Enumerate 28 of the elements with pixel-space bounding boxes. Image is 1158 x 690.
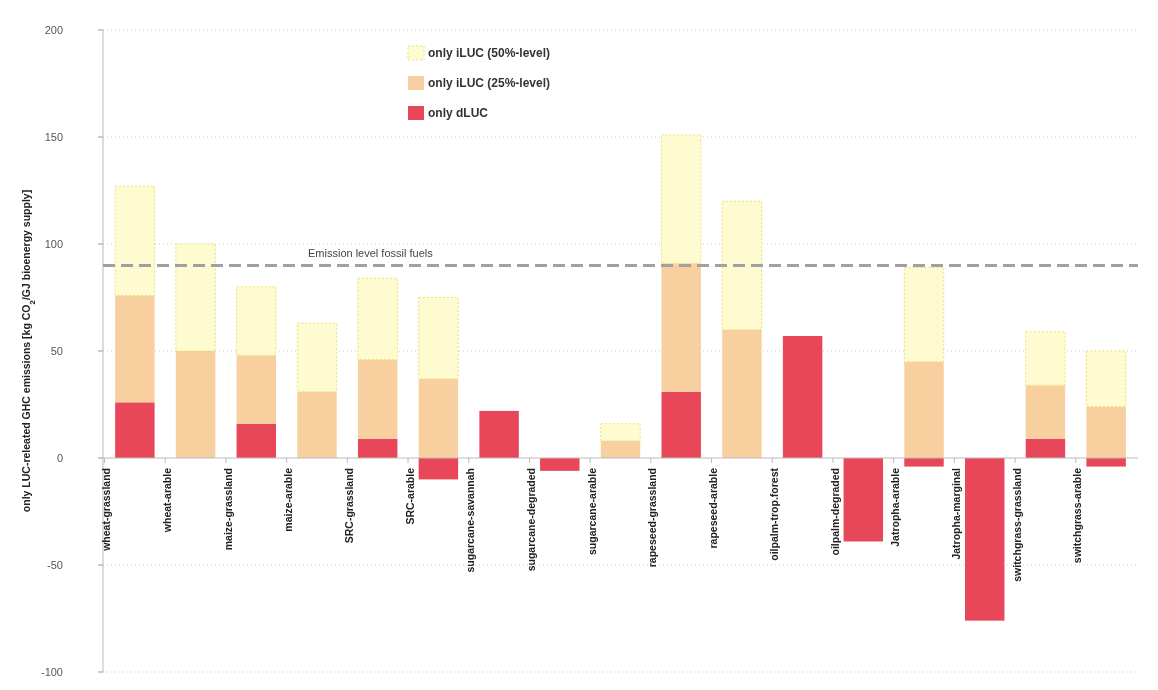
x-tick-label: sugarcane-arable xyxy=(585,467,598,555)
x-tick-label: wheat-grassland xyxy=(100,468,113,552)
y-tick-label: 200 xyxy=(44,23,63,36)
y-tick-label: -100 xyxy=(40,665,63,678)
x-tick-label: maize-arable xyxy=(282,467,295,532)
legend-label: only iLUC (50%-level) xyxy=(428,46,551,61)
y-tick-label: 0 xyxy=(56,451,63,464)
x-tick-label: oilpalm-degraded xyxy=(828,468,841,556)
y-tick-label: 100 xyxy=(44,237,63,250)
x-tick-label: switchgrass-arable xyxy=(1071,467,1084,564)
x-tick-label: SRC-grassland xyxy=(342,468,355,544)
legend-label: only dLUC xyxy=(428,106,489,121)
x-tick-label: rapeseed-arable xyxy=(707,467,720,549)
y-tick-label: 50 xyxy=(50,344,63,357)
x-tick-label: sugarcane-degraded xyxy=(525,468,538,572)
x-tick-label: oilpalm-trop.forest xyxy=(767,467,780,561)
x-tick-label: Jatropha-marginal xyxy=(949,467,962,560)
y-tick-label: 150 xyxy=(44,130,63,143)
x-tick-label: sugarcane-savannah xyxy=(464,468,477,573)
y-tick-label: -50 xyxy=(47,558,63,571)
legend-label: only iLUC (25%-level) xyxy=(428,76,551,91)
x-tick-label: switchgrass-grassland xyxy=(1010,468,1023,582)
x-tick-label: wheat-arable xyxy=(160,467,173,534)
x-tick-label: rapeseed-grassland xyxy=(646,468,659,568)
ref-line-label: Emission level fossil fuels xyxy=(308,247,434,260)
x-tick-label: maize-grassland xyxy=(221,468,234,551)
x-tick-label: Jatropha-arable xyxy=(889,467,902,547)
x-tick-label: SRC-arable xyxy=(403,467,416,525)
